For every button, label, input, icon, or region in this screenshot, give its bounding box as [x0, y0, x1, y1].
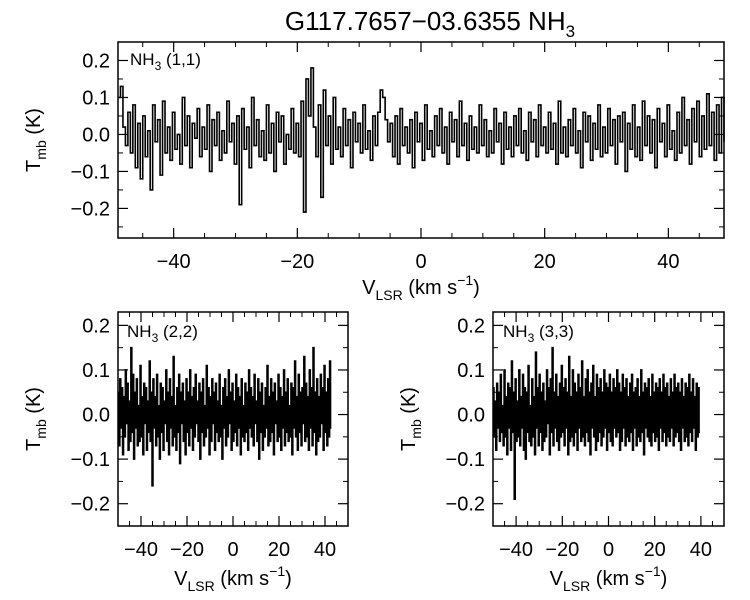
y-tick-label: −0.1: [71, 161, 110, 183]
x-axis-label: VLSR (km s−1): [362, 272, 480, 303]
panel-label-main: NH: [503, 322, 528, 341]
x-tick-label: −20: [545, 539, 579, 561]
y-axis-label-main: T: [23, 439, 45, 451]
x-axis-label-sub: LSR: [376, 287, 403, 303]
y-axis-label-rest: (K): [398, 387, 420, 419]
y-axis-label-rest: (K): [23, 387, 45, 419]
panel-label-sub: 3: [528, 331, 535, 345]
panel-label: NH3 (2,2): [127, 322, 198, 345]
panel-label-main: NH: [127, 322, 152, 341]
y-axis-label-rest: (K): [23, 108, 45, 140]
spectrum-line: [118, 346, 332, 487]
panel-top: −40 −20 0 20 40 −0.2 −0.1 0.0 0.1 0.2 NH3 (1,1) VLS…: [23, 41, 725, 303]
y-tick-label: 0.0: [82, 124, 110, 146]
x-tick-label: −20: [280, 251, 314, 273]
x-axis-label-end: ): [473, 277, 480, 299]
y-tick-label: −0.1: [446, 449, 485, 471]
x-axis-label-main: V: [362, 277, 376, 299]
x-tick-label: 0: [603, 539, 614, 561]
y-tick-label: −0.2: [71, 494, 110, 516]
y-axis-label-main: T: [398, 439, 420, 451]
x-tick-label: 20: [534, 251, 556, 273]
y-tick-label: 0.1: [82, 360, 110, 382]
y-axis-label: Tmb (K): [23, 108, 49, 172]
x-axis-label: VLSR (km s−1): [550, 563, 668, 594]
y-tick-label: 0.1: [457, 360, 485, 382]
panel-label-rest: (2,2): [158, 322, 198, 341]
spectrum-line: [493, 346, 700, 501]
x-axis-label-rest: (km s: [215, 568, 269, 590]
panel-label-rest: (1,1): [161, 50, 201, 69]
x-tick-label: 20: [268, 539, 290, 561]
y-tick-label: 0.0: [82, 405, 110, 427]
x-axis-label-rest: (km s: [590, 568, 644, 590]
x-tick-label: −40: [124, 539, 158, 561]
x-tick-label: 0: [227, 539, 238, 561]
y-axis-label: Tmb (K): [23, 387, 49, 451]
x-tick-label: 0: [415, 251, 426, 273]
panel-label-rest: (3,3): [534, 322, 574, 341]
x-axis-label-sup: −1: [457, 272, 473, 288]
x-axis-label-main: V: [550, 568, 564, 590]
x-tick-label: 20: [644, 539, 666, 561]
y-tick-label: 0.2: [82, 50, 110, 72]
x-axis-label-sub: LSR: [563, 578, 590, 594]
panel-bottom-right: −40 −20 0 20 40 −0.2 −0.1 0.0 0.1 0.2 NH3 (3,3) VLS…: [398, 311, 725, 594]
figure-title: G117.7657−03.6355 NH3: [285, 6, 575, 41]
y-tick-label: −0.2: [446, 494, 485, 516]
x-axis-label-rest: (km s: [403, 277, 457, 299]
y-axis-label-sub: mb: [33, 140, 49, 160]
x-tick-label: −40: [157, 251, 191, 273]
y-tick-label: 0.2: [457, 315, 485, 337]
y-axis-label: Tmb (K): [398, 387, 424, 451]
panel-label-sub: 3: [155, 59, 162, 73]
x-axis-label-sup: −1: [645, 563, 661, 579]
panel-bottom-left: −40 −20 0 20 40 −0.2 −0.1 0.0 0.1 0.2 NH3 (2,2) VLS…: [23, 311, 349, 594]
x-tick-label: 40: [690, 539, 712, 561]
figure-title-main: G117.7657−03.6355 NH: [285, 6, 566, 36]
y-axis-label-sub: mb: [33, 419, 49, 439]
y-axis-label-main: T: [23, 160, 45, 172]
panel-label: NH3 (3,3): [503, 322, 574, 345]
x-tick-label: 40: [314, 539, 336, 561]
x-axis-label-sup: −1: [269, 563, 285, 579]
x-axis-label: VLSR (km s−1): [174, 563, 292, 594]
x-tick-label: 40: [657, 251, 679, 273]
y-axis-label-sub: mb: [408, 419, 424, 439]
figure-title-sub: 3: [566, 22, 575, 41]
y-tick-label: 0.0: [457, 405, 485, 427]
x-axis-label-end: ): [661, 568, 668, 590]
y-tick-label: 0.2: [82, 315, 110, 337]
spectrum-line: [118, 67, 725, 213]
y-tick-label: −0.2: [71, 198, 110, 220]
y-tick-label: −0.1: [71, 449, 110, 471]
y-tick-label: 0.1: [82, 87, 110, 109]
panel-label: NH3 (1,1): [130, 50, 201, 73]
x-axis-label-main: V: [174, 568, 188, 590]
x-axis-label-sub: LSR: [188, 578, 215, 594]
x-tick-label: −40: [499, 539, 533, 561]
panel-label-main: NH: [130, 50, 155, 69]
x-axis-label-end: ): [285, 568, 292, 590]
x-tick-label: −20: [170, 539, 204, 561]
panel-label-sub: 3: [152, 331, 159, 345]
